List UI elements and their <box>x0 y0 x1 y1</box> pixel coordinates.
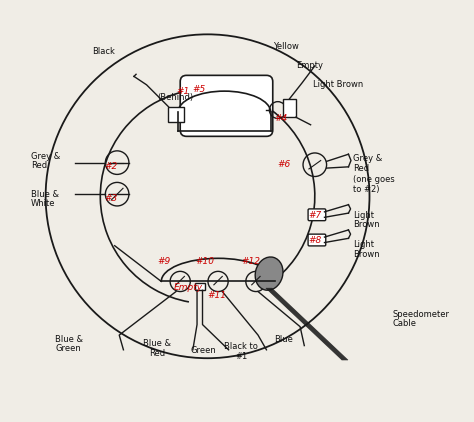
Bar <box>195 283 205 290</box>
Text: Grey &: Grey & <box>31 152 60 161</box>
Text: Yellow: Yellow <box>273 43 299 51</box>
Ellipse shape <box>255 257 283 290</box>
Text: #6: #6 <box>277 160 290 169</box>
Text: #12: #12 <box>241 257 260 266</box>
Text: White: White <box>31 199 55 208</box>
Text: to #2): to #2) <box>353 185 379 194</box>
Text: #11: #11 <box>208 291 227 300</box>
Text: #1: #1 <box>176 87 189 96</box>
Bar <box>283 99 296 117</box>
Text: Red: Red <box>31 162 47 170</box>
Text: (one goes: (one goes <box>353 175 394 184</box>
Text: Empty: Empty <box>174 283 203 292</box>
Text: Blue &: Blue & <box>143 339 171 348</box>
Text: Grey &: Grey & <box>353 154 382 163</box>
Text: Empty: Empty <box>296 61 323 70</box>
Text: Cable: Cable <box>392 319 417 328</box>
Text: Brown: Brown <box>353 250 379 259</box>
Text: #1: #1 <box>235 352 247 361</box>
Text: (Behind): (Behind) <box>157 93 193 102</box>
Text: Light: Light <box>353 240 374 249</box>
Text: #8: #8 <box>309 236 322 245</box>
Text: Blue: Blue <box>274 335 293 344</box>
Text: #2: #2 <box>104 162 118 171</box>
Text: Blue &: Blue & <box>31 189 59 199</box>
Text: Green: Green <box>56 344 82 354</box>
Text: #7: #7 <box>309 211 322 220</box>
Text: Black to: Black to <box>224 342 258 351</box>
Text: #9: #9 <box>157 257 170 266</box>
Text: #3: #3 <box>104 194 118 203</box>
FancyBboxPatch shape <box>180 76 273 136</box>
Bar <box>168 107 183 122</box>
Text: #10: #10 <box>195 257 214 266</box>
Text: Light: Light <box>353 211 374 220</box>
Text: Green: Green <box>191 346 216 355</box>
Text: Light Brown: Light Brown <box>313 80 363 89</box>
FancyBboxPatch shape <box>308 209 326 221</box>
Text: Red: Red <box>149 349 165 358</box>
FancyBboxPatch shape <box>308 234 326 246</box>
Text: Speedometer: Speedometer <box>392 310 450 319</box>
Text: Red: Red <box>353 165 369 173</box>
Text: #5: #5 <box>193 84 206 94</box>
Text: Black: Black <box>92 47 115 56</box>
Text: Brown: Brown <box>353 220 379 230</box>
Text: Blue &: Blue & <box>55 335 83 344</box>
Text: #4: #4 <box>275 114 288 123</box>
